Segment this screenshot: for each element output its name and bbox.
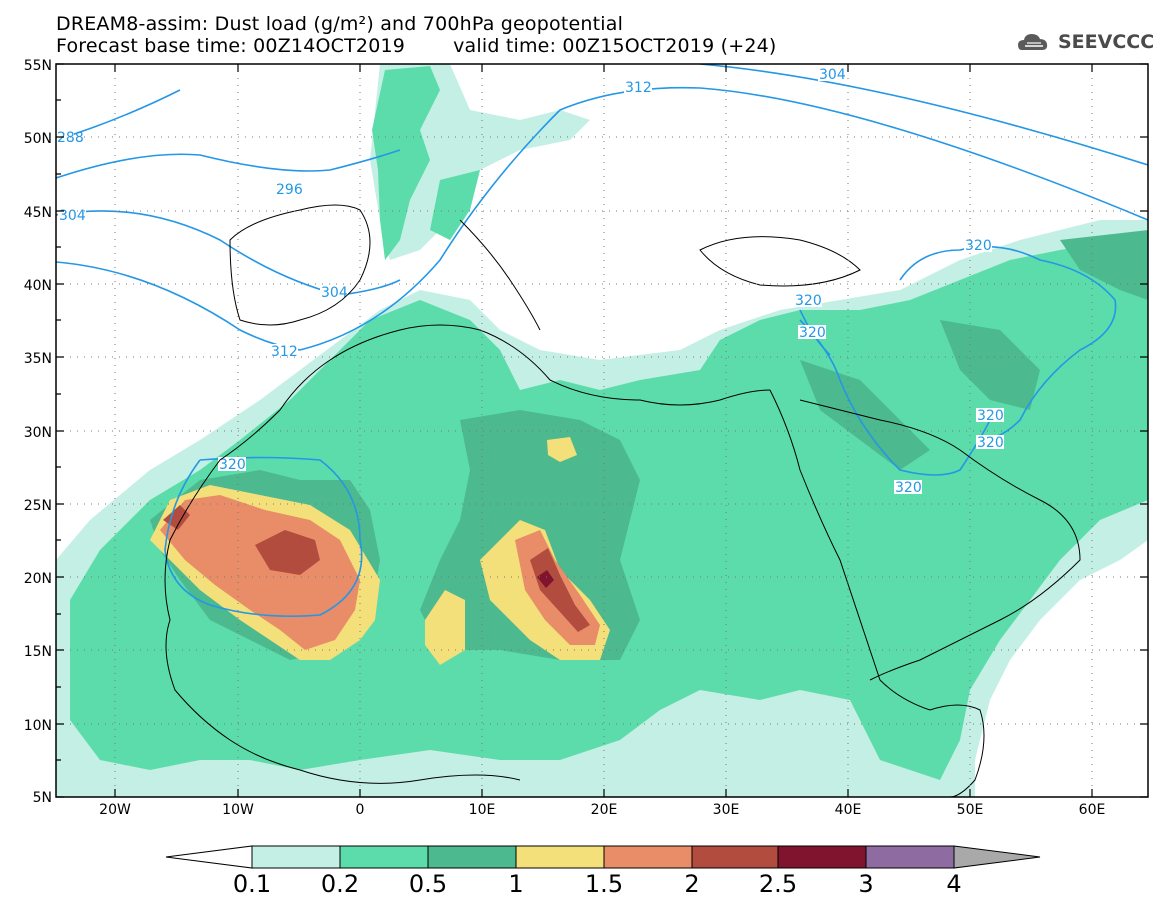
lon-label: 10W xyxy=(222,802,254,818)
contour-label: 320 xyxy=(977,408,1004,424)
colorbar-label: 3 xyxy=(858,870,874,898)
colorbar-label: 4 xyxy=(946,870,962,898)
colorbar xyxy=(165,845,1041,869)
lat-label: 30N xyxy=(24,425,52,441)
coastlines xyxy=(164,204,1081,797)
contour-label: 304 xyxy=(321,285,348,301)
colorbar-label: 2.5 xyxy=(758,870,798,898)
lat-label: 10N xyxy=(24,718,52,734)
contour-label: 320 xyxy=(219,457,246,473)
lon-label: 0 xyxy=(356,802,365,818)
lat-label: 5N xyxy=(33,790,52,806)
contour-label: 296 xyxy=(276,182,303,198)
colorbar-label: 2 xyxy=(684,870,700,898)
colorbar-label: 0.5 xyxy=(408,870,448,898)
base-time: Forecast base time: 00Z14OCT2019 xyxy=(56,35,406,57)
colorbar-right-arrow xyxy=(953,845,1041,869)
lon-labels: 20W 10W 0 10E 20E 30E 40E 50E 60E xyxy=(99,802,1105,818)
colorbar-label: 1.5 xyxy=(584,870,624,898)
dust-field-0.5-iran xyxy=(940,320,1040,410)
colorbar-label: 0.1 xyxy=(232,870,272,898)
contour-label: 320 xyxy=(977,435,1004,451)
geopotential-contours xyxy=(56,64,1148,618)
contour-304-north xyxy=(699,64,1148,166)
lat-label: 50N xyxy=(24,131,52,147)
lon-label: 20W xyxy=(99,802,131,818)
coast-black-sea xyxy=(699,236,861,287)
lat-labels: 55N 50N 45N 40N 35N 30N 25N 20N 15N 10N … xyxy=(24,58,52,806)
coast-west-africa xyxy=(164,359,331,771)
colorbar-swatch xyxy=(427,845,517,869)
lat-label: 35N xyxy=(24,351,52,367)
dust-fields xyxy=(56,64,1148,797)
contour-296 xyxy=(56,149,401,179)
contour-label: 320 xyxy=(795,293,822,309)
lon-label: 60E xyxy=(1079,802,1106,818)
dust-field-2.0-central xyxy=(530,548,590,632)
cloud-logo-icon xyxy=(1018,34,1048,50)
grid-line xyxy=(56,136,1148,725)
coast-italy xyxy=(459,219,541,331)
colorbar-left-arrow xyxy=(165,845,253,869)
dust-field-0.2-north xyxy=(372,66,440,260)
contour-label: 312 xyxy=(271,344,298,360)
dust-field-0.2-europe xyxy=(430,170,480,240)
contour-label: 320 xyxy=(895,480,922,496)
map-title: DREAM8-assim: Dust load (g/m²) and 700hP… xyxy=(56,13,624,35)
colorbar-swatch xyxy=(865,845,955,869)
dust-field-0.5-east xyxy=(1060,230,1148,300)
dust-field-2.5-central xyxy=(537,570,554,588)
dust-field-0.5-arabia xyxy=(800,360,930,470)
lon-label: 30E xyxy=(713,802,740,818)
coast-north-africa xyxy=(329,324,771,406)
contour-304-west xyxy=(56,210,401,296)
contour-320-arabia xyxy=(799,319,991,476)
colorbar-label: 1 xyxy=(508,870,524,898)
lat-label: 40N xyxy=(24,278,52,294)
contour-304-low xyxy=(56,261,301,351)
colorbar-swatch xyxy=(339,845,429,869)
lat-label: 20N xyxy=(24,571,52,587)
valid-time: valid time: 00Z15OCT2019 (+24) xyxy=(453,35,777,57)
contour-label: 312 xyxy=(625,80,652,96)
lon-label: 10E xyxy=(469,802,496,818)
colorbar-label: 0.2 xyxy=(320,870,360,898)
contour-320-iran xyxy=(899,245,1117,441)
lat-label: 45N xyxy=(24,205,52,221)
dust-field-2.0-west xyxy=(255,530,320,575)
lat-label: 15N xyxy=(24,644,52,660)
colorbar-swatch xyxy=(691,845,779,869)
contour-label: 304 xyxy=(59,208,86,224)
lon-label: 50E xyxy=(957,802,984,818)
colorbar-swatch xyxy=(777,845,867,869)
lat-label: 55N xyxy=(24,58,52,74)
coast-europe xyxy=(229,204,371,326)
graticule xyxy=(56,64,1148,797)
dust-field-1.5-west xyxy=(160,495,360,650)
coast-horn-africa xyxy=(929,704,985,797)
lon-ticks xyxy=(114,64,1093,797)
contour-label: 288 xyxy=(57,130,84,146)
logo-text: SEEVCCC xyxy=(1058,31,1155,53)
map-subtitle: Forecast base time: 00Z14OCT2019 valid ti… xyxy=(56,36,777,56)
coast-arabia xyxy=(799,399,1081,681)
coast-gulf-of-guinea xyxy=(299,769,521,784)
lat-ticks xyxy=(56,63,1148,798)
dust-field-1.0-south xyxy=(425,590,465,665)
dust-field-1.0-spot xyxy=(547,437,577,462)
colorbar-swatch xyxy=(603,845,693,869)
contour-312 xyxy=(299,86,1148,351)
contour-labels: 288 296 304 304 312 312 304 320 320 320 … xyxy=(56,67,1004,496)
contour-320-africa xyxy=(164,456,363,618)
colorbar-swatch xyxy=(251,845,341,869)
contour-label: 320 xyxy=(965,238,992,254)
contour-label: 320 xyxy=(799,325,826,341)
coast-red-sea xyxy=(769,389,931,711)
colorbar-swatch xyxy=(515,845,605,869)
lat-label: 25N xyxy=(24,498,52,514)
lon-label: 40E xyxy=(835,802,862,818)
contour-label: 304 xyxy=(819,67,846,83)
lon-label: 20E xyxy=(591,802,618,818)
